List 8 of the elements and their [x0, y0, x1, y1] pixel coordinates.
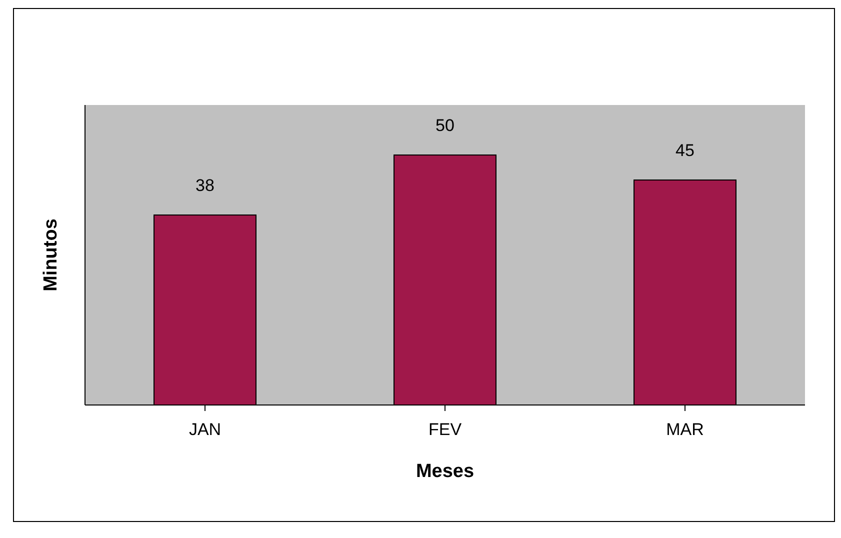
data-label: 38 — [196, 176, 214, 195]
data-label: 45 — [676, 141, 694, 160]
x-tick-label: JAN — [188, 420, 222, 440]
data-label: 50 — [436, 116, 454, 135]
x-axis-title: Meses — [416, 461, 474, 482]
y-axis-title: Minutos — [40, 218, 62, 292]
x-tick-label: MAR — [666, 420, 704, 440]
x-tick-label: FEV — [428, 420, 462, 440]
